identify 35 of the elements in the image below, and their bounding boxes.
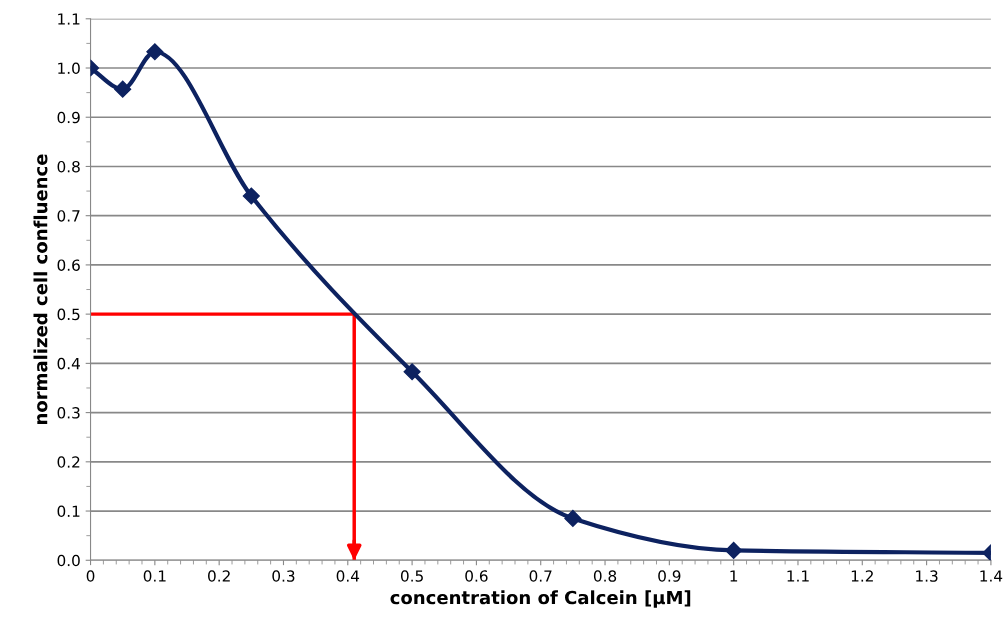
x-tick-label: 1	[730, 570, 738, 582]
x-tick-label: 0.1	[143, 570, 166, 582]
y-tick-label: 0.5	[57, 308, 80, 321]
y-tick-label: 1.0	[58, 62, 80, 75]
point	[564, 509, 582, 527]
point	[725, 541, 743, 559]
x-tick-label: 0.7	[529, 570, 552, 582]
y-tick-label: 0.3	[57, 407, 80, 419]
point	[403, 363, 421, 381]
x-tick-label: 0.6	[465, 570, 488, 582]
x-axis-title: concentration of Calcein [µM]	[390, 590, 691, 608]
y-tick-label: 1.1	[58, 13, 80, 25]
y-tick-label: 0.1	[57, 505, 80, 518]
y-tick-label: 0.9	[57, 111, 80, 124]
x-tick-label: 0.8	[593, 570, 617, 582]
x-tick-label: 1.2	[851, 570, 873, 582]
y-tick-label: 0.6	[57, 259, 80, 271]
x-tick-label: 1.4	[980, 570, 1003, 582]
point	[242, 187, 260, 205]
x-tick-label: 0.3	[272, 570, 295, 582]
point	[114, 80, 132, 98]
x-tick-label: 1.3	[916, 570, 938, 582]
y-axis-title: normalized cell confluence	[33, 154, 48, 425]
y-tick-label: 0.2	[57, 456, 80, 468]
x-tick-label: 0.9	[658, 570, 681, 582]
y-tick-label: 0.7	[57, 210, 80, 222]
point	[146, 43, 164, 61]
x-tick-label: 0.4	[336, 570, 360, 582]
y-tick-label: 0.0	[57, 554, 80, 567]
x-tick-label: 1.1	[787, 570, 809, 582]
x-tick-label: 0.5	[400, 570, 423, 582]
x-tick-label: 0	[86, 570, 95, 582]
y-tick-label: 0.8	[57, 160, 80, 173]
y-tick-label: 0.4	[57, 357, 80, 370]
x-tick-label: 0.2	[208, 570, 230, 582]
